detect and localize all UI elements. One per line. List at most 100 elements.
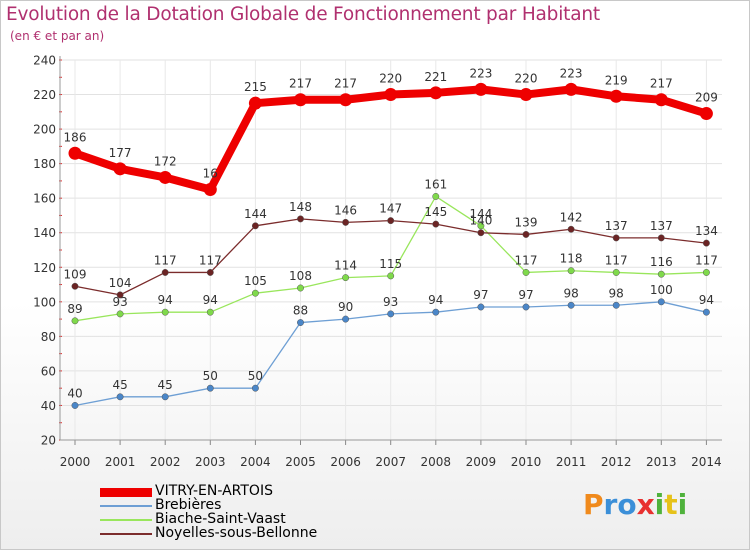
logo-letter: t: [664, 488, 678, 521]
data-label-brebieres-2013: 100: [650, 283, 673, 297]
point-biache-2003: [206, 308, 214, 316]
data-label-noyelles-2008: 145: [424, 205, 447, 219]
y-tick-label-80: 80: [41, 330, 56, 344]
data-label-brebieres-2001: 45: [112, 378, 127, 392]
y-tick-label-100: 100: [33, 295, 56, 309]
legend-label-vitry: VITRY-EN-ARTOIS: [155, 483, 273, 499]
point-biache-2001: [116, 310, 124, 318]
x-tick-label-2003: 2003: [195, 455, 226, 469]
point-vitry-2004: [248, 96, 262, 110]
data-label-biache-2006: 114: [334, 259, 357, 273]
data-label-biache-2003: 94: [203, 293, 218, 307]
legend-label-brebieres: Brebières: [155, 497, 222, 513]
point-vitry-2009: [474, 82, 488, 96]
x-tick-label-2002: 2002: [150, 455, 181, 469]
data-label-brebieres-2003: 50: [203, 369, 218, 383]
point-noyelles-2007: [387, 217, 395, 225]
logo-letter: i: [677, 488, 688, 521]
point-brebieres-2009: [477, 303, 485, 311]
legend-label-biache: Biache-Saint-Vaast: [155, 511, 286, 527]
data-label-noyelles-2014: 134: [695, 224, 718, 238]
data-label-brebieres-2002: 45: [158, 378, 173, 392]
logo-letter: o: [617, 488, 637, 521]
data-label-vitry-2004: 215: [244, 80, 267, 94]
logo-letter: i: [654, 488, 665, 521]
data-label-biache-2004: 105: [244, 274, 267, 288]
legend-swatch-noyelles: [100, 533, 152, 535]
data-label-brebieres-2005: 88: [293, 304, 308, 318]
data-label-vitry-2000: 186: [64, 130, 87, 144]
point-biache-2006: [342, 274, 350, 282]
x-tick-label-2006: 2006: [330, 455, 361, 469]
point-noyelles-2002: [161, 269, 169, 276]
point-brebieres-2014: [702, 308, 710, 316]
point-brebieres-2002: [161, 393, 169, 401]
data-label-noyelles-2001: 104: [109, 276, 132, 290]
gridlines: [60, 59, 722, 441]
x-tick-label-2012: 2012: [601, 455, 632, 469]
data-label-vitry-2005: 217: [289, 77, 312, 91]
logo-letter: P: [583, 488, 604, 521]
point-noyelles-2005: [297, 215, 304, 223]
x-tick-label-2005: 2005: [285, 455, 316, 469]
point-biache-2010: [522, 269, 530, 276]
point-brebieres-2007: [387, 310, 395, 318]
data-label-biache-2013: 116: [650, 255, 673, 269]
point-brebieres-2004: [251, 384, 259, 392]
data-label-vitry-2001: 177: [109, 146, 132, 160]
data-label-brebieres-2007: 93: [383, 295, 398, 309]
point-vitry-2007: [384, 88, 398, 102]
data-label-biache-2008: 161: [424, 177, 447, 191]
point-vitry-2005: [294, 93, 307, 107]
data-label-vitry-2012: 219: [605, 73, 628, 87]
data-label-biache-2005: 108: [289, 269, 312, 283]
data-label-noyelles-2003: 117: [199, 253, 222, 267]
x-tick-label-2007: 2007: [375, 455, 406, 469]
data-label-vitry-2013: 217: [650, 77, 673, 91]
point-biache-2005: [297, 284, 304, 292]
data-label-brebieres-2000: 40: [67, 386, 82, 400]
x-tick-label-2000: 2000: [60, 455, 91, 469]
y-tick-label-240: 240: [33, 54, 56, 68]
point-noyelles-2006: [342, 218, 350, 226]
data-label-biache-2012: 117: [605, 253, 628, 267]
point-noyelles-2011: [567, 225, 575, 233]
y-tick-label-40: 40: [41, 399, 56, 413]
point-vitry-2006: [339, 93, 353, 107]
point-biache-2013: [657, 270, 665, 278]
data-label-vitry-2014: 209: [695, 91, 718, 105]
series-layer: [68, 82, 713, 409]
data-label-noyelles-2011: 142: [560, 210, 583, 224]
point-vitry-2012: [609, 89, 623, 103]
data-label-brebieres-2009: 97: [473, 288, 488, 302]
data-label-vitry-2007: 220: [379, 72, 402, 86]
point-brebieres-2011: [567, 301, 575, 309]
data-label-brebieres-2010: 97: [518, 288, 533, 302]
data-label-vitry-2002: 172: [154, 154, 177, 168]
point-brebieres-2001: [116, 393, 124, 401]
point-noyelles-2008: [432, 220, 440, 228]
point-vitry-2013: [654, 93, 668, 107]
logo-letter: x: [636, 488, 655, 521]
point-biache-2004: [251, 289, 259, 297]
data-label-noyelles-2009: 140: [469, 214, 492, 228]
point-brebieres-2005: [297, 319, 304, 326]
point-biache-2002: [161, 308, 169, 316]
point-brebieres-2006: [342, 315, 350, 323]
point-vitry-2010: [519, 88, 533, 102]
data-label-vitry-2009: 223: [469, 66, 492, 80]
x-tick-label-2004: 2004: [240, 455, 271, 469]
x-tick-label-2011: 2011: [556, 455, 587, 469]
data-label-noyelles-2004: 144: [244, 207, 267, 221]
point-vitry-2000: [68, 146, 82, 160]
x-tick-label-2013: 2013: [646, 455, 677, 469]
legend-swatch-biache: [100, 519, 152, 521]
y-tick-label-200: 200: [33, 123, 56, 137]
point-brebieres-2000: [71, 402, 79, 409]
point-biache-2012: [612, 269, 620, 276]
data-label-vitry-2010: 220: [515, 72, 538, 86]
point-vitry-2002: [158, 170, 172, 184]
data-label-noyelles-2002: 117: [154, 253, 177, 267]
